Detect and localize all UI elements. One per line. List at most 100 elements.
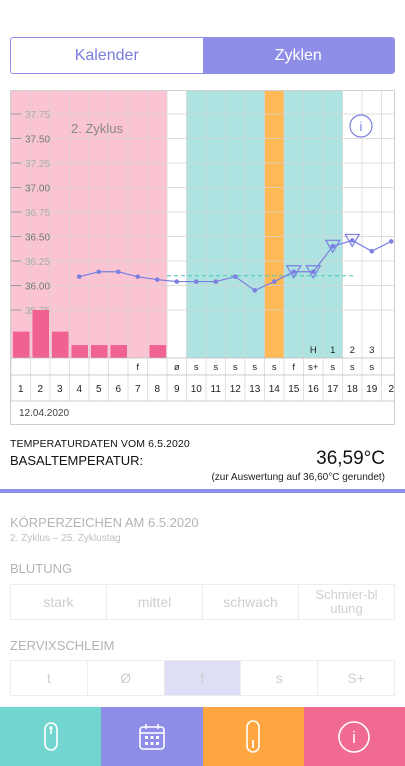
tab-calendar[interactable]: Kalender bbox=[74, 46, 139, 64]
mucus-label: s bbox=[213, 362, 218, 373]
elevated-temp-marker bbox=[305, 265, 322, 279]
mucus-label: s bbox=[369, 362, 374, 373]
tab-temperature[interactable] bbox=[0, 707, 102, 766]
y-tick-label: 36.75 bbox=[25, 208, 50, 219]
elevated-temp-marker bbox=[324, 239, 341, 254]
tab-info[interactable]: i bbox=[303, 707, 405, 766]
mucus-label: s+ bbox=[308, 362, 319, 373]
day-number: 5 bbox=[96, 384, 102, 395]
bleeding-medium-button[interactable]: mittel bbox=[107, 585, 203, 619]
temperature-point bbox=[96, 269, 102, 275]
cycle-chart[interactable]: 37.75 37.50 37.25 37.00 36.75 36.50 36.25 36.00… bbox=[10, 90, 395, 425]
temperature-date: TEMPERATURDATEN VOM 6.5.2020 bbox=[10, 438, 190, 450]
mucus-label: f bbox=[136, 362, 139, 373]
y-tick-label: 36.25 bbox=[25, 257, 50, 268]
thermometer-icon bbox=[43, 721, 58, 751]
day-number: 17 bbox=[327, 384, 339, 395]
ovulation-band bbox=[264, 91, 284, 358]
day-number: 16 bbox=[308, 384, 320, 395]
elevated-temp-marker bbox=[285, 265, 302, 279]
calendar-icon bbox=[139, 723, 165, 750]
spotting-label-line: utung bbox=[330, 601, 363, 616]
bottom-tab-bar: i bbox=[0, 707, 405, 766]
day-number: 6 bbox=[115, 384, 121, 395]
day-number: 18 bbox=[347, 384, 359, 395]
y-tick-label: 37.75 bbox=[25, 110, 50, 121]
day-number: 1 bbox=[18, 384, 24, 395]
day-number: 10 bbox=[191, 384, 203, 395]
day-number: 7 bbox=[135, 384, 141, 395]
mucus-label: f bbox=[292, 362, 295, 373]
bleeding-title: BLUTUNG bbox=[10, 561, 73, 576]
y-tick-label: 37.25 bbox=[25, 159, 50, 170]
bleeding-options: stark mittel schwach Schmier-bl utung bbox=[10, 584, 395, 620]
post-ovulation-band bbox=[284, 91, 343, 358]
basal-temperature-value: 36,59°C bbox=[316, 448, 385, 469]
temperature-point bbox=[271, 279, 277, 284]
day-number: 19 bbox=[366, 384, 378, 395]
mucus-label: s bbox=[330, 362, 335, 373]
mucus-label: ø bbox=[174, 362, 180, 373]
temperature-point bbox=[174, 279, 180, 284]
y-tick-label: 36.50 bbox=[25, 233, 50, 244]
y-tick-label: 37.50 bbox=[25, 135, 50, 146]
tab-cervix[interactable] bbox=[202, 707, 304, 766]
elevated-temp-marker bbox=[344, 233, 361, 248]
bleeding-spotting-button[interactable]: Schmier-bl utung bbox=[299, 585, 394, 619]
day-number: 9 bbox=[174, 384, 180, 395]
temperature-point bbox=[213, 279, 219, 284]
y-tick-label: 37.00 bbox=[25, 184, 50, 195]
temperature-point bbox=[369, 248, 375, 254]
mark-label: 3 bbox=[369, 345, 374, 356]
cycle-label: 2. Zyklus bbox=[71, 121, 124, 136]
mark-label: H bbox=[310, 345, 317, 356]
cervical-mucus-title: ZERVIXSCHLEIM bbox=[10, 638, 115, 653]
cycle-chart-svg: 37.75 37.50 37.25 37.00 36.75 36.50 36.25 36.00… bbox=[11, 91, 394, 419]
temperature-point bbox=[232, 274, 238, 279]
temperature-point bbox=[135, 274, 141, 279]
temperature-point bbox=[349, 238, 355, 243]
temperature-point bbox=[252, 288, 258, 293]
info-icon-glyph: i bbox=[352, 728, 356, 747]
day-number: 4 bbox=[76, 384, 82, 395]
mucus-t-button[interactable]: t bbox=[11, 661, 88, 695]
temperature-point bbox=[291, 269, 297, 275]
temperature-point bbox=[193, 279, 199, 284]
day-number: 15 bbox=[288, 384, 300, 395]
day-number: 12 bbox=[230, 384, 242, 395]
mucus-s-button[interactable]: s bbox=[241, 661, 319, 695]
section-divider bbox=[0, 489, 405, 493]
mucus-splus-button[interactable]: S+ bbox=[347, 670, 365, 686]
temperature-point bbox=[330, 244, 336, 249]
temperature-point bbox=[115, 269, 121, 275]
mucus-label: s bbox=[252, 362, 257, 373]
mark-label: 2 bbox=[350, 345, 355, 356]
spotting-label-line: Schmier-bl bbox=[315, 587, 378, 602]
view-switcher: Kalender Zyklen bbox=[10, 37, 395, 74]
mucus-options: t Ø f s S+ bbox=[10, 660, 395, 696]
day-number: 3 bbox=[57, 384, 63, 395]
mucus-f-button[interactable]: f bbox=[164, 661, 242, 695]
mucus-label: s bbox=[194, 362, 199, 373]
y-tick-label: 36.00 bbox=[25, 282, 50, 293]
bleeding-bar bbox=[32, 310, 49, 358]
chart-info-icon bbox=[349, 114, 373, 138]
basal-temperature-label: BASALTEMPERATUR: bbox=[10, 453, 144, 468]
bleeding-bar bbox=[13, 331, 30, 358]
bleeding-bar bbox=[149, 345, 166, 358]
day-number: 14 bbox=[269, 384, 281, 395]
day-number: 2 bbox=[37, 384, 43, 395]
bleeding-bar bbox=[110, 345, 127, 358]
chart-info-glyph: i bbox=[360, 119, 363, 134]
temperature-point bbox=[310, 269, 316, 275]
tab-calendar-view[interactable] bbox=[101, 707, 203, 766]
mark-label: 1 bbox=[330, 345, 335, 356]
mucus-label: s bbox=[233, 362, 238, 373]
bleeding-strong-button[interactable]: stark bbox=[11, 585, 107, 619]
day-number: 8 bbox=[154, 384, 160, 395]
temperature-point bbox=[76, 274, 82, 279]
tab-cycles[interactable]: Zyklen bbox=[202, 38, 394, 73]
bleeding-weak-button[interactable]: schwach bbox=[203, 585, 299, 619]
mucus-none-button[interactable]: Ø bbox=[88, 661, 165, 695]
cervix-icon bbox=[246, 719, 260, 753]
